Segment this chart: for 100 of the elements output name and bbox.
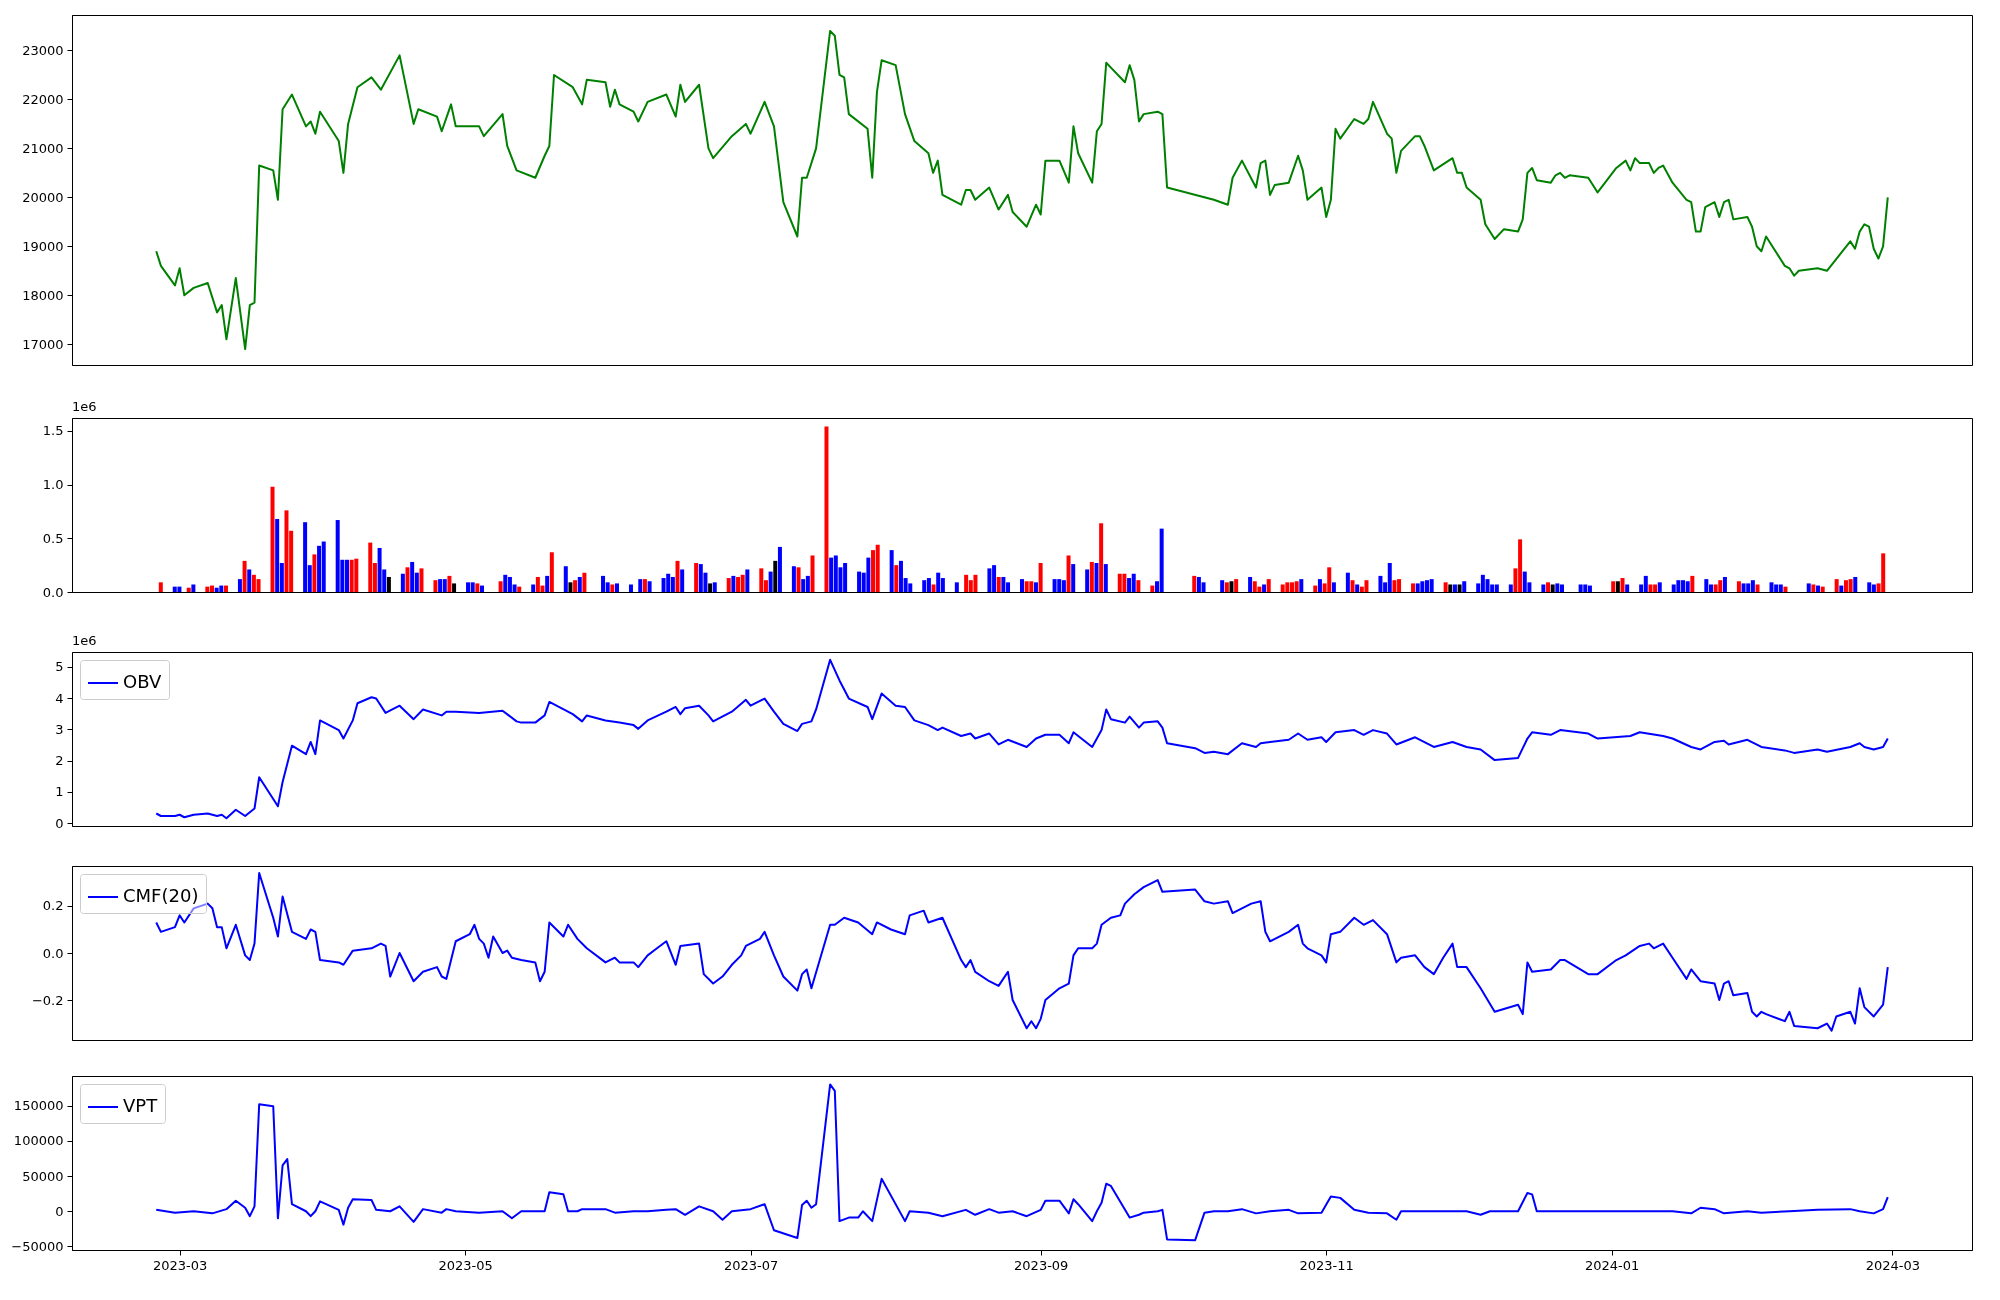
y-tick-label: 1.0 xyxy=(42,477,64,493)
bar xyxy=(1816,585,1821,592)
bar xyxy=(601,575,606,592)
bar xyxy=(1578,584,1583,592)
bar xyxy=(1066,555,1071,592)
bar xyxy=(973,574,978,592)
x-tick-label: 2024-01 xyxy=(1584,1257,1640,1273)
bar xyxy=(1415,583,1420,592)
bar xyxy=(549,552,554,592)
bar xyxy=(801,579,806,592)
bar xyxy=(1741,583,1746,592)
bar xyxy=(1378,575,1383,592)
legend-label: OBV xyxy=(123,671,162,692)
bar xyxy=(219,585,224,592)
bar xyxy=(1583,584,1588,592)
y-tick-label: 0.0 xyxy=(42,945,64,961)
bar xyxy=(615,583,619,592)
x-tick-label: 2023-05 xyxy=(438,1257,493,1273)
x-tick-label: 2024-03 xyxy=(1865,1257,1921,1273)
bar xyxy=(931,584,936,592)
bar xyxy=(223,585,228,592)
bar xyxy=(833,555,838,592)
bar xyxy=(1345,572,1350,592)
bar xyxy=(1038,563,1043,592)
bar xyxy=(1485,579,1490,592)
text: 1e6 xyxy=(72,633,97,648)
bar xyxy=(1611,581,1616,592)
bar xyxy=(1099,523,1104,592)
bar xyxy=(1676,580,1681,592)
bar xyxy=(1685,581,1690,592)
bar xyxy=(1820,586,1825,592)
bar xyxy=(1131,573,1136,592)
bar xyxy=(186,587,191,592)
bar xyxy=(1704,579,1709,592)
bar xyxy=(1317,579,1322,592)
bar xyxy=(1266,579,1271,592)
bar xyxy=(270,486,275,592)
bar xyxy=(480,585,484,592)
bar xyxy=(284,510,289,592)
y-tick-label: 3 xyxy=(55,721,64,737)
text: 1e6 xyxy=(72,399,97,414)
bar xyxy=(247,569,252,592)
bar xyxy=(1452,584,1457,592)
bar xyxy=(1769,582,1774,592)
bar xyxy=(824,426,829,592)
bar xyxy=(447,575,452,592)
bar xyxy=(1294,581,1299,592)
bar xyxy=(405,567,410,592)
bar xyxy=(1839,585,1844,592)
bar xyxy=(335,520,340,592)
bar xyxy=(1234,579,1239,592)
bar xyxy=(922,580,927,592)
y-tick-label: 17000 xyxy=(22,336,64,352)
bar xyxy=(191,584,196,592)
bar xyxy=(745,569,750,592)
bar xyxy=(1620,578,1625,592)
bar xyxy=(1625,584,1630,592)
bar xyxy=(377,547,382,592)
bar xyxy=(1587,585,1592,592)
x-tick-label: 2023-03 xyxy=(152,1257,208,1273)
bar xyxy=(1285,582,1290,592)
bar xyxy=(354,558,359,592)
bar xyxy=(1713,584,1718,592)
bar xyxy=(954,582,959,592)
bar xyxy=(1094,563,1099,592)
bar xyxy=(1555,583,1560,592)
bar xyxy=(894,565,899,592)
bar xyxy=(1127,578,1132,592)
bar xyxy=(610,584,615,592)
bar xyxy=(1443,582,1448,592)
bar xyxy=(475,583,480,592)
bar xyxy=(1806,583,1811,592)
bar xyxy=(791,566,796,592)
bar xyxy=(563,566,568,592)
bar xyxy=(1220,580,1225,592)
bar xyxy=(1546,582,1551,592)
bar xyxy=(628,584,633,592)
bar xyxy=(1657,582,1662,592)
bar xyxy=(1420,581,1425,592)
bar xyxy=(712,582,717,592)
bar xyxy=(1252,581,1257,592)
bar xyxy=(531,584,536,592)
bar xyxy=(1718,580,1723,592)
bar xyxy=(1778,584,1783,592)
bar xyxy=(1462,581,1467,592)
bar xyxy=(321,541,326,592)
y-tick-label: 0.0 xyxy=(42,584,64,600)
bar xyxy=(1085,569,1090,592)
bar xyxy=(503,574,508,592)
y-tick-label: 0.5 xyxy=(42,530,64,546)
bar xyxy=(158,582,163,592)
bar xyxy=(1089,561,1094,592)
y-tick-label: 1 xyxy=(55,784,64,800)
bar xyxy=(1411,583,1416,592)
bar xyxy=(647,581,652,592)
y-tick-label: 0 xyxy=(55,815,64,831)
y-tick-label: 50000 xyxy=(22,1168,64,1184)
bar xyxy=(796,567,801,592)
bar xyxy=(889,550,894,592)
bar xyxy=(1117,573,1122,592)
